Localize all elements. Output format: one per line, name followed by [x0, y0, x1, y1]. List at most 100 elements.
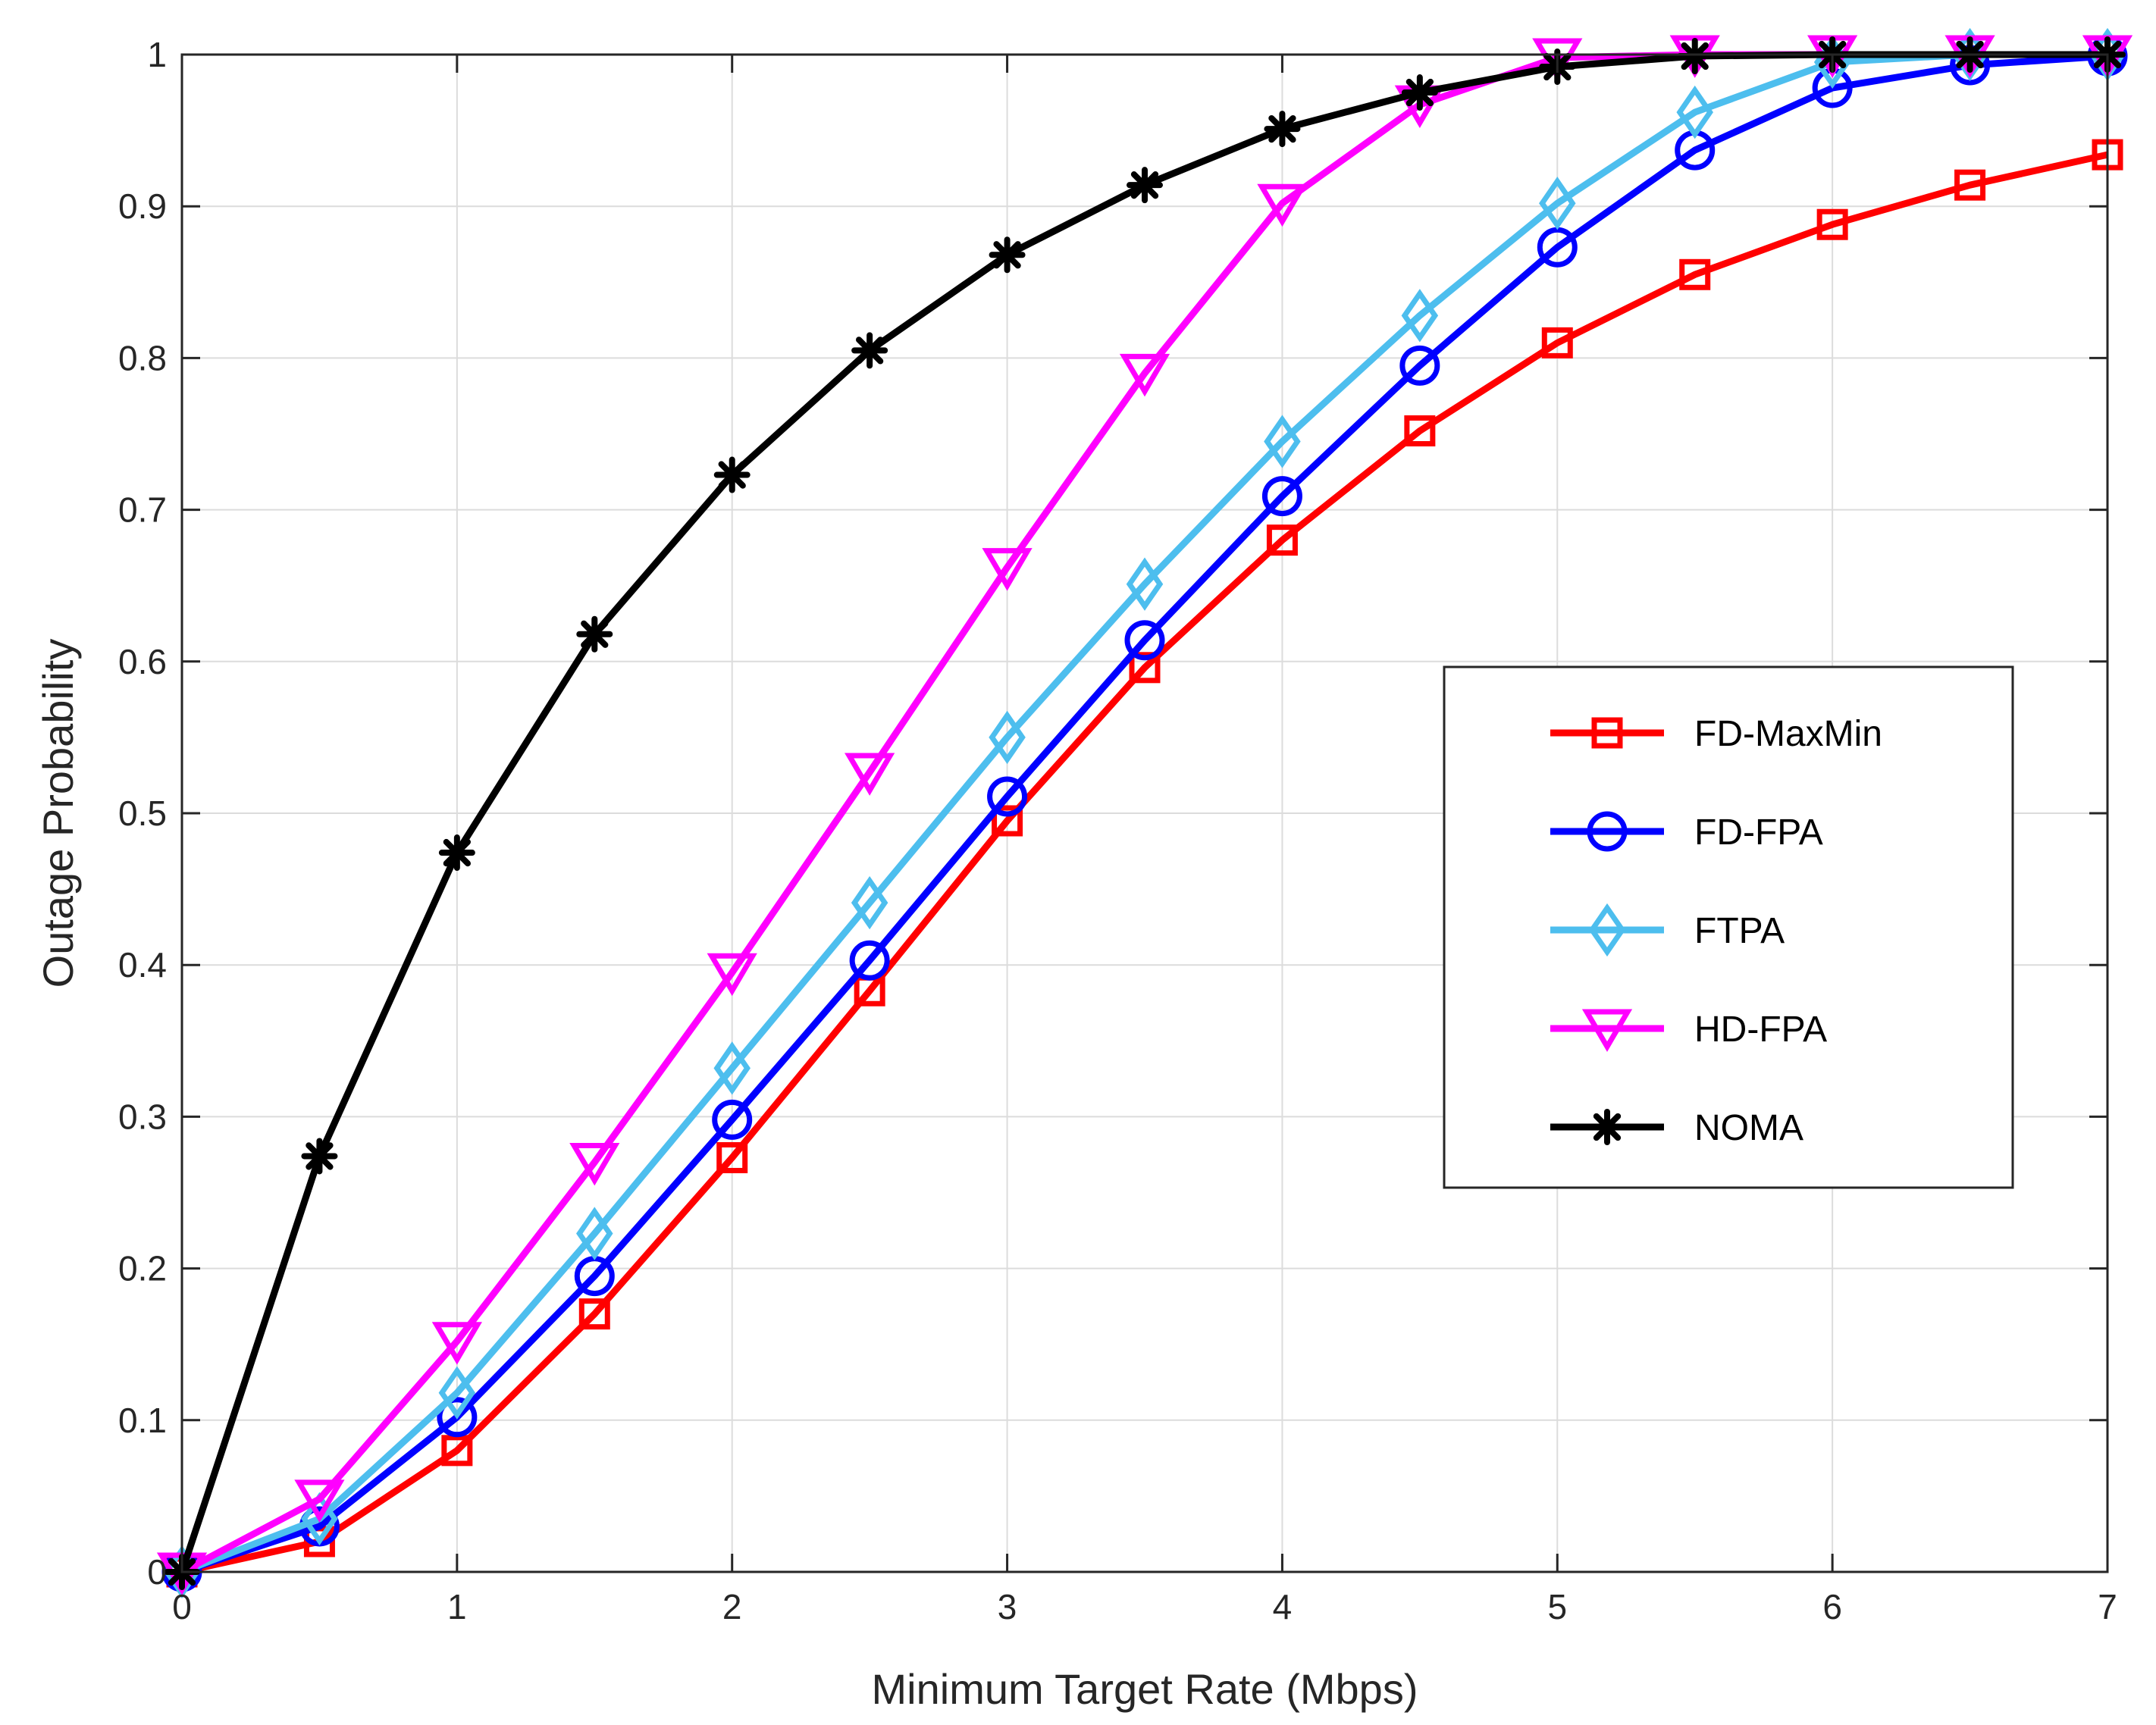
y-tick-label: 0.7: [118, 490, 167, 530]
asterisk-stroke: [581, 620, 609, 648]
legend-label: NOMA: [1694, 1108, 1803, 1148]
data-point-fd-fpa: [712, 1099, 753, 1140]
data-point-ftpa: [438, 1366, 476, 1420]
data-point-fd-maxmin: [1679, 258, 1711, 290]
legend-item-hd-fpa: HD-FPA: [1550, 1009, 1827, 1052]
axis-ticks: 0 1 2 3 4 5 6 7 0 0.1 0.2 0.3 0.4 0.5 0.6 0.7 0.8 0.9 1: [118, 35, 2117, 1626]
y-tick-label: 0: [147, 1552, 167, 1592]
legend-item-fd-fpa: FD-FPA: [1550, 811, 1823, 853]
legend-label: FTPA: [1694, 911, 1785, 951]
data-point-fd-fpa: [1124, 620, 1165, 661]
data-point-ftpa: [1401, 289, 1439, 343]
data-point-fd-maxmin: [1129, 652, 1161, 684]
data-point-fd-maxmin: [578, 1298, 610, 1330]
x-tick-label: 1: [447, 1587, 467, 1626]
data-point-ftpa: [1539, 177, 1576, 230]
data-point-noma: [1676, 38, 1713, 75]
asterisk-stroke: [1130, 171, 1159, 199]
legend-box: [1443, 665, 2014, 1189]
asterisk-stroke: [1268, 114, 1296, 143]
legend-swatch-marker: [1587, 811, 1628, 852]
legend-swatch-marker: [1581, 1009, 1633, 1052]
data-point-hd-fpa: [707, 953, 757, 997]
x-tick-label: 7: [2098, 1587, 2117, 1626]
data-point-noma: [989, 236, 1026, 274]
legend-label: FD-FPA: [1694, 812, 1823, 853]
asterisk-stroke: [856, 337, 884, 365]
data-point-noma: [713, 456, 751, 493]
legend-item-noma: NOMA: [1550, 1108, 1803, 1148]
series-fd-maxmin: [166, 139, 2123, 1588]
data-point-ftpa: [713, 1041, 751, 1095]
data-point-hd-fpa: [294, 1479, 345, 1523]
y-tick-label: 0.2: [118, 1249, 167, 1288]
y-tick-label: 0.1: [118, 1401, 167, 1440]
data-point-ftpa: [989, 710, 1026, 765]
data-point-ftpa: [1126, 557, 1164, 611]
y-tick-label: 0.4: [118, 945, 167, 985]
data-point-fd-maxmin: [441, 1435, 473, 1467]
legend-swatch-marker: [1589, 1109, 1625, 1145]
data-point-fd-maxmin: [716, 1141, 748, 1173]
y-tick-label: 0.9: [118, 186, 167, 226]
x-tick-label: 4: [1273, 1587, 1293, 1626]
y-tick-label: 0.6: [118, 642, 167, 681]
legend-label: HD-FPA: [1694, 1010, 1827, 1050]
data-point-fd-fpa: [1399, 345, 1440, 386]
x-tick-label: 0: [172, 1587, 192, 1626]
asterisk-stroke: [718, 461, 746, 489]
data-point-fd-fpa: [437, 1397, 478, 1438]
data-point-noma: [301, 1138, 338, 1175]
data-point-ftpa: [1264, 415, 1301, 468]
x-tick-label: 5: [1547, 1587, 1567, 1626]
legend-item-ftpa: FTPA: [1550, 903, 1785, 957]
y-tick-label: 0.3: [118, 1097, 167, 1136]
data-point-noma: [438, 834, 475, 872]
data-point-hd-fpa: [1257, 183, 1308, 227]
x-tick-label: 3: [998, 1587, 1017, 1626]
y-tick-label: 0.5: [118, 794, 167, 833]
legend-item-fd-maxmin: FD-MaxMin: [1550, 714, 1882, 754]
data-point-hd-fpa: [569, 1142, 620, 1186]
asterisk-stroke: [443, 838, 471, 867]
legend: FD-MaxMin FD-FPA FTPA HD-FPA NOMA: [1443, 665, 2014, 1189]
data-point-hd-fpa: [982, 548, 1033, 591]
data-point-noma: [851, 332, 888, 369]
series-line-fd-fpa: [180, 52, 2108, 1576]
data-point-hd-fpa: [431, 1322, 482, 1365]
data-point-fd-fpa: [1261, 476, 1302, 517]
series-line-fd-maxmin: [181, 151, 2108, 1576]
data-point-ftpa: [301, 1492, 338, 1546]
legend-swatch-marker: [1591, 717, 1623, 749]
x-tick-label: 2: [722, 1587, 742, 1626]
data-point-hd-fpa: [845, 753, 895, 796]
asterisk-stroke: [993, 241, 1021, 269]
data-point-fd-maxmin: [1404, 415, 1436, 446]
x-axis-title: Minimum Target Rate (Mbps): [872, 1665, 1418, 1713]
data-point-noma: [1264, 111, 1301, 148]
data-point-fd-maxmin: [1266, 524, 1298, 556]
asterisk-stroke: [1593, 1113, 1622, 1141]
data-point-ftpa: [576, 1207, 613, 1260]
asterisk-stroke: [1405, 78, 1434, 107]
data-point-ftpa: [1676, 85, 1713, 139]
data-point-noma: [1127, 167, 1163, 204]
x-tick-label: 6: [1822, 1587, 1842, 1626]
data-point-noma: [576, 615, 613, 653]
data-point-noma: [1401, 74, 1438, 111]
asterisk-stroke: [1681, 42, 1709, 70]
legend-swatch-marker: [1588, 903, 1626, 957]
data-point-fd-maxmin: [1816, 208, 1848, 240]
data-point-fd-maxmin: [1541, 327, 1573, 358]
data-point-hd-fpa: [1119, 353, 1170, 397]
legend-label: FD-MaxMin: [1694, 714, 1882, 754]
series-line-ftpa: [180, 51, 2107, 1576]
data-point-fd-maxmin: [1954, 169, 1986, 201]
data-point-ftpa: [851, 875, 888, 930]
y-tick-label: 0.8: [118, 338, 167, 377]
y-tick-label: 1: [147, 35, 167, 74]
data-point-fd-fpa: [849, 940, 890, 981]
asterisk-stroke: [306, 1142, 334, 1170]
data-point-fd-fpa: [987, 776, 1028, 817]
